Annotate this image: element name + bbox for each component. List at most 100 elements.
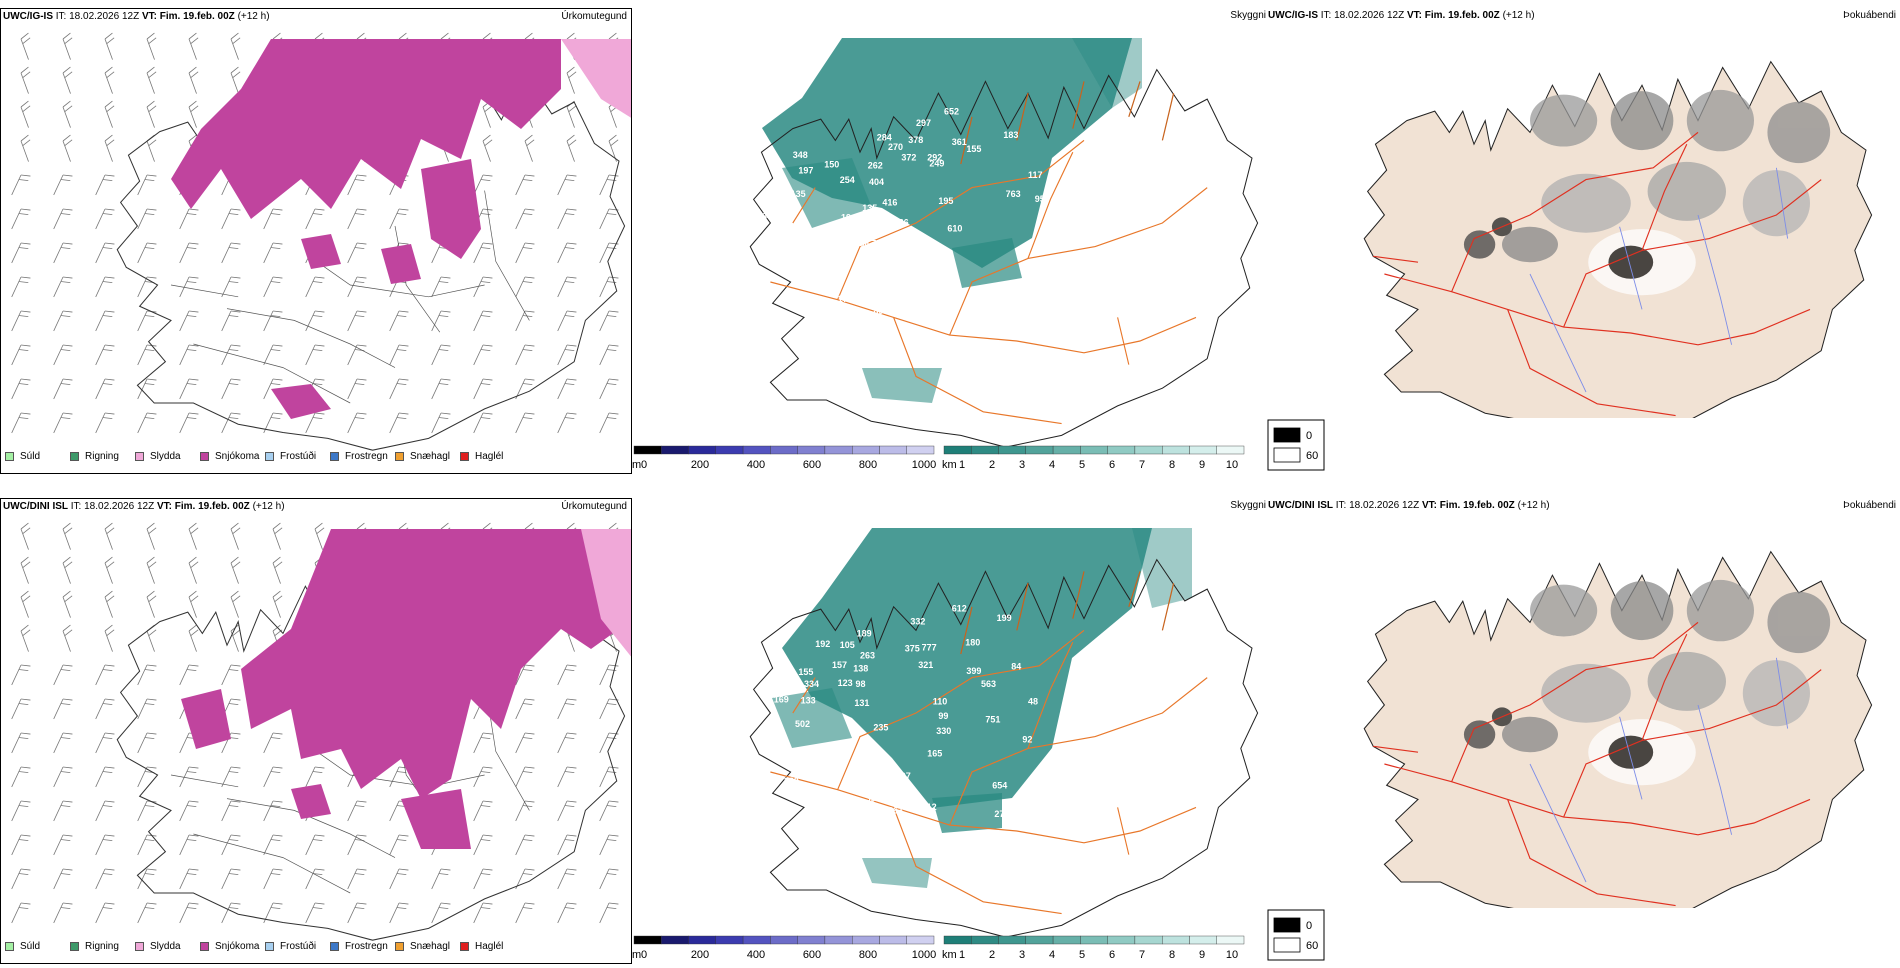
visibility-value-label: 98 bbox=[856, 679, 866, 689]
visibility-value-label: 336 bbox=[894, 217, 909, 227]
wind-barb bbox=[515, 310, 535, 332]
wind-barb bbox=[62, 556, 73, 584]
visibility-value-label: 155 bbox=[798, 667, 813, 677]
snow-area bbox=[271, 384, 331, 419]
fog-legend-swatch bbox=[1273, 427, 1301, 443]
low-visibility-area bbox=[772, 688, 852, 748]
wind-barb bbox=[557, 766, 577, 788]
wind-barb bbox=[179, 242, 199, 264]
wind-barb bbox=[137, 800, 157, 822]
visibility-unit: km bbox=[942, 949, 957, 961]
iceland-outline bbox=[749, 69, 1259, 448]
wind-barb bbox=[347, 834, 367, 856]
wind-barb bbox=[62, 590, 73, 618]
wind-barb bbox=[179, 902, 199, 924]
wind-barb bbox=[263, 766, 283, 788]
wind-barb bbox=[221, 902, 241, 924]
wind-barb bbox=[137, 834, 157, 856]
visibility-value-label: 361 bbox=[952, 137, 967, 147]
wind-barb bbox=[188, 32, 199, 60]
wind-barb bbox=[347, 378, 367, 400]
wind-barb bbox=[557, 664, 577, 686]
panel-header: UWC/DINI ISL IT: 18.02.2026 12Z VT: Fim.… bbox=[1268, 500, 1550, 511]
legend-swatch bbox=[265, 452, 274, 461]
visibility-swatch bbox=[998, 935, 1026, 945]
wind-barb bbox=[11, 276, 31, 298]
wind-barb bbox=[137, 732, 157, 754]
snow-area bbox=[381, 244, 421, 284]
visibility-swatch bbox=[971, 935, 999, 945]
cloudbase-swatch bbox=[715, 935, 744, 945]
wind-barb bbox=[11, 766, 31, 788]
wind-barb bbox=[389, 868, 409, 890]
wind-barb bbox=[20, 556, 31, 584]
wind-barb bbox=[599, 902, 619, 924]
vt-label: VT: bbox=[156, 501, 172, 512]
wind-barb bbox=[515, 902, 535, 924]
visibility-tick: 7 bbox=[1139, 949, 1145, 961]
cloudbase-swatch bbox=[715, 445, 744, 455]
precip-map bbox=[11, 522, 631, 941]
cloudbase-tick: 600 bbox=[803, 949, 821, 961]
wind-barb bbox=[305, 868, 325, 890]
visibility-value-label: 47 bbox=[698, 229, 708, 239]
panel-title: Úrkomutegund bbox=[561, 501, 627, 512]
visibility-tick: 8 bbox=[1169, 459, 1175, 471]
cloudbase-swatch bbox=[770, 935, 798, 945]
fog-legend: 0 60 bbox=[1266, 418, 1326, 474]
wind-barb bbox=[179, 800, 199, 822]
legend-label: Snjókoma bbox=[215, 941, 260, 952]
wind-barb bbox=[146, 134, 157, 162]
wind-barb bbox=[389, 208, 409, 230]
low-visibility-area bbox=[1072, 38, 1142, 108]
legend-item-rigning: Rigning bbox=[70, 941, 135, 952]
legend-label: Frostúði bbox=[280, 451, 317, 462]
cloudbase-tick: 0 bbox=[641, 949, 647, 961]
cloudbase-swatch bbox=[824, 445, 853, 455]
visibility-areas bbox=[762, 38, 1142, 403]
wind-barb bbox=[188, 522, 199, 550]
wind-barb bbox=[188, 590, 199, 618]
wind-barb bbox=[53, 664, 73, 686]
visibility-swatch bbox=[1080, 935, 1108, 945]
visibility-value-label: 19 bbox=[841, 213, 851, 223]
precip-map bbox=[11, 32, 631, 451]
wind-barb bbox=[515, 174, 535, 196]
wind-barb bbox=[221, 412, 241, 434]
cloudbase-tick: 0 bbox=[641, 459, 647, 471]
visibility-value-label: 270 bbox=[888, 142, 903, 152]
wind-barb bbox=[473, 242, 493, 264]
cloudbase-swatch bbox=[906, 445, 935, 455]
wind-barb bbox=[20, 66, 31, 94]
vt-value: Fim. 19.feb. 00Z bbox=[1424, 10, 1500, 21]
wind-barb bbox=[515, 208, 535, 230]
low-visibility-area bbox=[932, 793, 1002, 833]
visibility-value-label: 292 bbox=[927, 153, 942, 163]
wind-barb bbox=[104, 590, 115, 618]
legend-item-rigning: Rigning bbox=[70, 451, 135, 462]
fog-legend-label: 60 bbox=[1306, 450, 1318, 462]
wind-barb bbox=[11, 242, 31, 264]
visibility-value-label: 117 bbox=[1028, 170, 1043, 180]
it-value: 18.02.2026 12Z bbox=[1349, 500, 1420, 511]
wind-barb bbox=[62, 100, 73, 128]
wind-barb bbox=[11, 310, 31, 332]
visibility-colorbar: km 1 2 3 4 5 6 7 8 9 10 bbox=[942, 445, 1245, 471]
wind-barb bbox=[179, 664, 199, 686]
wind-barb bbox=[221, 834, 241, 856]
wind-barb bbox=[53, 698, 73, 720]
visibility-value-label: 150 bbox=[824, 160, 839, 170]
panel-title: Þokuábendi bbox=[1843, 500, 1896, 511]
it-value: 18.02.2026 12Z bbox=[84, 501, 155, 512]
wind-barb bbox=[473, 732, 493, 754]
legend-label: Rigning bbox=[85, 941, 119, 952]
it-label: IT: bbox=[1335, 500, 1347, 511]
sleet-area bbox=[561, 39, 631, 118]
visibility-value-label: 42 bbox=[710, 764, 720, 774]
visibility-value-label: 79 bbox=[871, 239, 881, 249]
wind-barb bbox=[515, 732, 535, 754]
wind-barb bbox=[62, 66, 73, 94]
cloudbase-swatch bbox=[906, 935, 935, 945]
fog-legend-frame bbox=[1267, 419, 1325, 471]
wind-barb bbox=[11, 378, 31, 400]
